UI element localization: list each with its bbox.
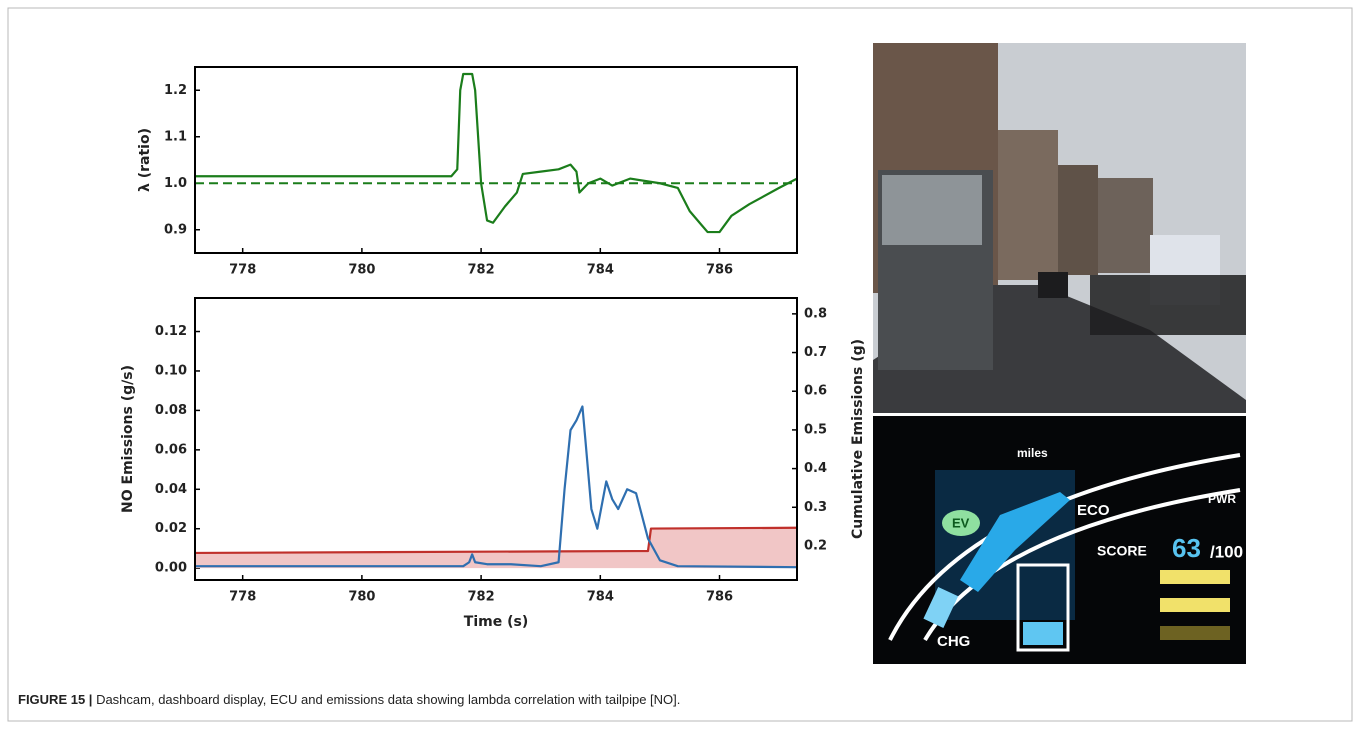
charge-bar [923,586,959,628]
chg-label: CHG [937,633,970,650]
y2-axis-label: Cumulative Emissions (g) [850,339,866,539]
data-line [195,405,798,569]
x-tick-label: 786 [706,590,733,605]
x-tick-label: 782 [468,263,495,278]
y-tick-label: 0.12 [155,324,187,339]
fence [1090,275,1246,335]
plot-frame [194,297,798,581]
score-value: 63 [1172,533,1201,563]
data-line [194,526,798,555]
x-axis-label: Time (s) [464,614,528,630]
dashboard-display: miles EV ECO PWR SCORE 63 /100 CHG [873,416,1246,664]
y-tick-label: 0.08 [155,403,187,418]
y2-tick-label: 0.4 [804,461,827,476]
eco-label: ECO [1077,502,1110,519]
y-tick-label: 0.06 [155,442,187,457]
x-tick-label: 780 [348,263,375,278]
y2-tick-label: 0.3 [804,500,827,515]
dashcam-photo [873,43,1246,413]
miles-label: miles [1017,446,1048,460]
x-tick-label: 780 [348,590,375,605]
x-tick-label: 784 [587,590,614,605]
score-max: /100 [1210,542,1243,561]
ev-label: EV [952,515,970,530]
score-bars [1160,570,1230,584]
y2-tick-label: 0.2 [804,538,827,553]
caption-label: FIGURE 15 | [18,692,92,707]
truck-rear [882,175,982,245]
y-tick-label: 1.0 [164,176,187,191]
y-tick-label: 1.1 [164,129,187,144]
x-tick-label: 778 [229,590,256,605]
area [195,527,797,569]
y-axis-label: NO Emissions (g/s) [120,365,136,513]
battery [1016,563,1070,652]
plot-frame [194,66,798,254]
score-label: SCORE [1097,543,1147,559]
building [998,130,1058,280]
caption: FIGURE 15 | Dashcam, dashboard display, … [18,692,680,707]
battery-level [1023,622,1063,645]
pwr-label: PWR [1208,492,1236,506]
y2-tick-label: 0.7 [804,345,827,360]
building [1098,178,1153,273]
x-tick-label: 786 [706,263,733,278]
y-tick-label: 0.10 [155,363,187,378]
y2-tick-label: 0.6 [804,384,827,399]
score-bars [1160,626,1230,640]
y2-tick-label: 0.5 [804,422,827,437]
data-line [195,72,798,234]
y-tick-label: 0.00 [155,561,187,576]
y-tick-label: 0.02 [155,521,187,536]
y-tick-label: 0.9 [164,222,187,237]
x-tick-label: 778 [229,263,256,278]
building [1058,165,1098,275]
car [1038,272,1068,298]
x-tick-label: 782 [468,590,495,605]
ev-badge [942,510,980,536]
y2-tick-label: 0.8 [804,306,827,321]
power-bar [960,492,1070,592]
x-tick-label: 784 [587,263,614,278]
caption-text: Dashcam, dashboard display, ECU and emis… [96,692,680,707]
score-bars [1160,598,1230,612]
y-tick-label: 0.04 [155,482,187,497]
y-axis-label: λ (ratio) [137,128,153,192]
y-tick-label: 1.2 [164,83,187,98]
figure-frame [7,7,1353,722]
